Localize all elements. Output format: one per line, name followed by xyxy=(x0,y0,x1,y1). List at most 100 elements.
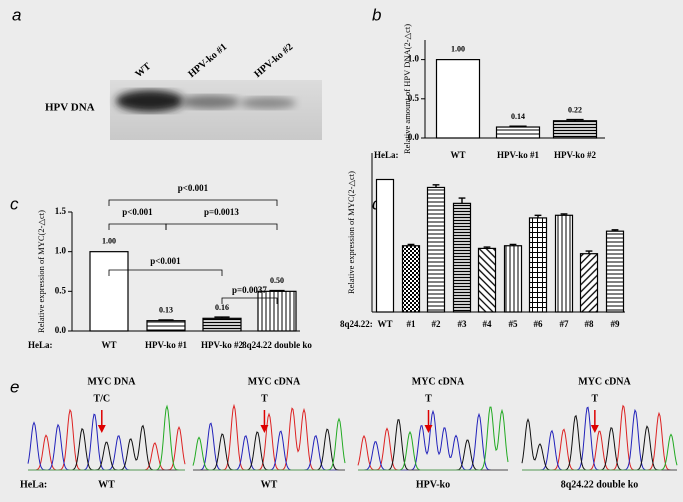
bar xyxy=(554,214,574,313)
group-label: HeLa: xyxy=(28,340,53,350)
error-bar xyxy=(560,213,568,216)
p-value: p=0.0013 xyxy=(204,207,239,217)
significance-bracket xyxy=(108,269,223,276)
y-axis-label: Relative expression of MYC(2-△ct) xyxy=(36,210,46,333)
error-bar xyxy=(458,197,466,204)
bar xyxy=(89,251,129,332)
y-tick-label: 0.5 xyxy=(408,93,420,103)
blot xyxy=(110,80,322,140)
value-label: 0.16 xyxy=(215,303,229,312)
p-value: p<0.001 xyxy=(178,183,209,193)
bar xyxy=(146,320,186,332)
error-bar xyxy=(158,319,174,321)
blot-label: HPV DNA xyxy=(45,102,95,114)
x-tick-label: WT xyxy=(450,150,465,160)
error-bar xyxy=(611,229,619,232)
x-tick-label: #2 xyxy=(432,319,442,329)
base-call: T xyxy=(592,393,599,404)
trace-title: MYC cDNA xyxy=(248,376,301,387)
trace xyxy=(193,428,345,471)
arrow-head xyxy=(97,425,106,433)
y-tick-label: 1.0 xyxy=(408,54,420,64)
trace-title: MYC DNA xyxy=(87,376,136,387)
chromatogram xyxy=(357,406,509,471)
x-tick-label: 8q24.22 double ko xyxy=(242,340,312,350)
panel-label: b xyxy=(372,5,381,24)
bar xyxy=(452,202,472,313)
panel-label: e xyxy=(10,377,19,396)
significance-bracket xyxy=(108,223,167,230)
lane-label: HPV-ko #1 xyxy=(186,42,229,80)
error-bar xyxy=(432,184,440,188)
value-label: 0.13 xyxy=(159,306,173,315)
error-bar xyxy=(585,250,593,254)
value-label: 0.50 xyxy=(270,276,284,285)
trace xyxy=(28,404,185,471)
bar xyxy=(503,245,523,313)
group-label: 8q24.22: xyxy=(340,319,373,329)
base-call: T xyxy=(261,393,268,404)
x-tick-label: HPV-ko #2 xyxy=(201,340,244,350)
chromatogram xyxy=(192,403,346,471)
value-label: 1.00 xyxy=(102,236,116,245)
arrow-head xyxy=(590,425,599,433)
y-tick-label: 0.0 xyxy=(408,132,420,142)
error-bar xyxy=(269,289,285,292)
base-call: T/C xyxy=(93,393,110,404)
error-bar xyxy=(214,316,230,319)
error-bar xyxy=(509,125,527,128)
trace xyxy=(521,414,677,471)
p-value: p=0.0037 xyxy=(232,285,267,295)
x-tick-label: #6 xyxy=(534,319,544,329)
x-tick-label: WT xyxy=(101,340,116,350)
x-tick-label: HPV-ko #1 xyxy=(145,340,188,350)
y-axis-label: Relative expression of MYC(2-△ct) xyxy=(346,171,356,294)
sample-label: 8q24.22 double ko xyxy=(561,479,639,490)
value-label: 0.22 xyxy=(568,106,582,115)
trace-title: MYC cDNA xyxy=(578,376,631,387)
error-bar xyxy=(534,214,542,218)
blot-band xyxy=(240,97,296,109)
bar xyxy=(401,245,421,313)
bar xyxy=(375,178,395,313)
y-tick-label: 0.5 xyxy=(55,285,67,295)
error-bar xyxy=(407,243,415,246)
error-bar xyxy=(566,118,584,121)
error-bar xyxy=(483,246,491,249)
y-tick-label: 1.5 xyxy=(55,206,67,216)
blot-band xyxy=(180,95,240,109)
chromatogram xyxy=(27,404,186,471)
sample-label: WT xyxy=(261,479,278,490)
x-tick-label: #5 xyxy=(509,319,519,329)
trace xyxy=(193,422,345,471)
arrow-head xyxy=(260,425,269,433)
significance-bracket xyxy=(108,199,278,206)
bar xyxy=(495,126,541,139)
x-tick-label: #1 xyxy=(407,319,417,329)
lane-label: HPV-ko #2 xyxy=(252,42,295,80)
x-tick-label: #9 xyxy=(611,319,621,329)
bar xyxy=(605,230,625,313)
chromatogram xyxy=(521,404,678,471)
group-label: HeLa: xyxy=(374,150,399,160)
lane-label: WT xyxy=(133,61,153,80)
p-value: p<0.001 xyxy=(122,207,153,217)
trace xyxy=(358,409,508,471)
x-tick-label: #7 xyxy=(560,319,570,329)
trace-title: MYC cDNA xyxy=(412,376,465,387)
trace xyxy=(522,404,677,471)
bar xyxy=(477,247,497,313)
bar xyxy=(202,317,242,332)
sample-label: HPV-ko xyxy=(416,479,450,490)
value-label: 0.14 xyxy=(511,112,525,121)
bar xyxy=(579,253,599,313)
x-tick-label: #4 xyxy=(483,319,493,329)
bar xyxy=(426,186,446,313)
bar xyxy=(435,58,481,139)
trace xyxy=(358,406,509,471)
significance-bracket xyxy=(165,223,278,230)
x-tick-label: HPV-ko #1 xyxy=(497,150,540,160)
bar xyxy=(552,120,598,139)
x-tick-label: #3 xyxy=(458,319,468,329)
